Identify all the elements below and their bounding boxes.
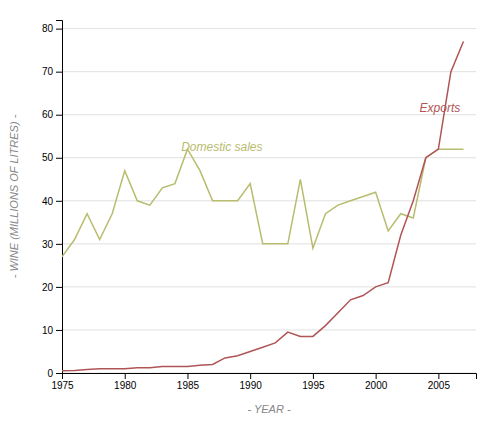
tick: 1975 (51, 373, 74, 391)
tick: 1985 (177, 373, 200, 391)
axis-line (63, 374, 477, 380)
tick: 40 (42, 196, 62, 207)
grid-line (62, 286, 476, 287)
tick-label: 1980 (114, 380, 137, 391)
tick: 1995 (302, 373, 325, 391)
tick-label: 1990 (240, 380, 263, 391)
tick: 1990 (240, 373, 263, 391)
tick-mark (313, 373, 314, 379)
tick-mark (56, 373, 62, 374)
line (62, 149, 463, 257)
tick-label: 1995 (302, 380, 325, 391)
tick-mark (56, 72, 62, 73)
plot-area: 1975 1980 1985 1990 1995 2000 2005 0 10 20 30 40 50 6… (42, 21, 477, 392)
annotations: Domestic sales Exports (181, 101, 460, 154)
tick-label: 30 (42, 239, 54, 250)
tick-label: 80 (42, 23, 54, 34)
tick-mark (56, 330, 62, 331)
tick-label: 20 (42, 282, 54, 293)
tick-mark (187, 373, 188, 379)
tick: 2005 (428, 373, 451, 391)
annotation: Domestic sales (181, 140, 262, 154)
grid-line (62, 71, 476, 72)
tick: 2000 (365, 373, 388, 391)
tick-mark (376, 373, 377, 379)
tick-mark (56, 115, 62, 116)
tick: 80 (42, 23, 62, 34)
tick: 30 (42, 239, 62, 250)
tick-label: 0 (47, 368, 53, 379)
tick-mark (56, 29, 62, 30)
y-axis-title: - WINE (MILLIONS OF LITRES) - (8, 114, 20, 278)
tick-mark (56, 201, 62, 202)
tick-mark (125, 373, 126, 379)
chart: 1975 1980 1985 1990 1995 2000 2005 0 10 20 30 40 50 6… (0, 0, 500, 425)
tick: 1980 (114, 373, 137, 391)
x-axis-title: - YEAR - (247, 403, 291, 415)
grid (62, 29, 476, 373)
tick-mark (56, 158, 62, 159)
grid-line (62, 157, 476, 158)
tick-mark (56, 287, 62, 288)
tick: 0 (47, 368, 62, 379)
tick-label: 1975 (51, 380, 74, 391)
tick-mark (56, 244, 62, 245)
tick: 20 (42, 282, 62, 293)
tick-label: 40 (42, 196, 54, 207)
tick: 10 (42, 325, 62, 336)
annotation: Exports (420, 101, 461, 115)
tick-label: 70 (42, 66, 54, 77)
line (62, 42, 463, 371)
tick-label: 50 (42, 152, 54, 163)
tick-label: 2000 (365, 380, 388, 391)
grid-line (62, 114, 476, 115)
tick-mark (250, 373, 251, 379)
axis-line (56, 21, 63, 374)
tick-label: 60 (42, 109, 54, 120)
tick-label: 2005 (428, 380, 451, 391)
y-axis: 0 10 20 30 40 50 60 70 80 (42, 21, 63, 379)
tick: 70 (42, 66, 62, 77)
tick: 60 (42, 109, 62, 120)
tick-mark (438, 373, 439, 379)
tick-label: 10 (42, 325, 54, 336)
grid-line (62, 28, 476, 29)
grid-line (62, 329, 476, 330)
tick-label: 1985 (177, 380, 200, 391)
x-axis: 1975 1980 1985 1990 1995 2000 2005 (51, 373, 476, 391)
tick: 50 (42, 152, 62, 163)
lines (62, 42, 463, 371)
